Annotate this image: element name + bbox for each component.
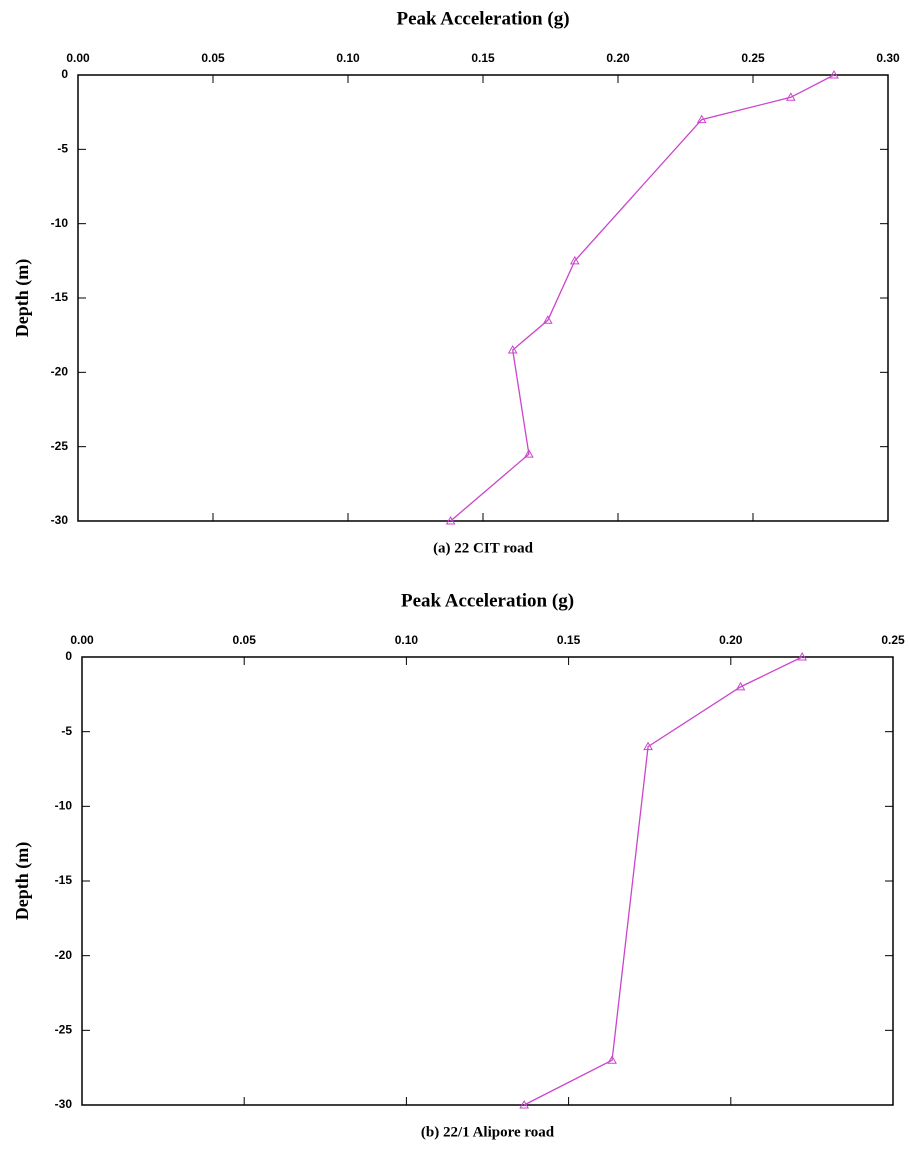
marker — [569, 255, 580, 265]
y-tick-label: -15 — [55, 873, 73, 887]
y-axis-title: Depth (m) — [12, 842, 33, 921]
x-tick-label: 0.30 — [876, 51, 900, 65]
marker — [542, 315, 553, 324]
marker — [524, 449, 534, 458]
x-tick-label: 0.00 — [66, 51, 90, 65]
x-axis-title: Peak Acceleration (g) — [401, 590, 574, 611]
x-tick-label: 0.20 — [606, 51, 630, 65]
caption: (b) 22/1 Alipore road — [421, 1124, 555, 1140]
marker — [797, 651, 808, 661]
x-axis-title: Peak Acceleration (g) — [396, 8, 569, 29]
x-tick-label: 0.00 — [70, 633, 94, 647]
x-tick-label: 0.20 — [719, 633, 743, 647]
y-tick-label: 0 — [65, 649, 72, 663]
data-line — [450, 74, 835, 522]
y-tick-label: -20 — [51, 365, 69, 379]
y-axis-title: Depth (m) — [12, 259, 33, 338]
y-tick-label: -20 — [55, 948, 73, 962]
marker — [785, 92, 796, 101]
x-tick-label: 0.05 — [201, 51, 225, 65]
marker — [643, 741, 653, 751]
data-line — [523, 656, 803, 1106]
marker — [696, 114, 707, 124]
plot-frame — [81, 656, 894, 1106]
caption: (a) 22 CIT road — [433, 540, 534, 556]
x-tick-label: 0.10 — [336, 51, 360, 65]
x-tick-label: 0.15 — [471, 51, 495, 65]
marker — [507, 345, 518, 354]
x-tick-label: 0.25 — [741, 51, 765, 65]
y-tick-label: -30 — [55, 1097, 73, 1111]
marker — [519, 1099, 530, 1109]
plot-frame — [77, 74, 889, 522]
y-tick-label: -5 — [57, 142, 68, 156]
y-tick-label: 0 — [61, 67, 68, 81]
x-tick-label: 0.10 — [395, 633, 419, 647]
marker — [829, 69, 839, 79]
y-tick-label: -25 — [55, 1023, 73, 1037]
y-tick-label: -25 — [51, 439, 69, 453]
x-tick-label: 0.25 — [881, 633, 905, 647]
marker — [735, 681, 746, 691]
marker — [445, 515, 456, 525]
y-tick-label: -5 — [61, 724, 72, 738]
y-tick-label: -10 — [55, 799, 73, 813]
y-tick-label: -15 — [51, 290, 69, 304]
x-tick-label: 0.05 — [233, 633, 257, 647]
y-tick-label: -10 — [51, 216, 69, 230]
x-tick-label: 0.15 — [557, 633, 581, 647]
y-tick-label: -30 — [51, 513, 69, 527]
marker — [607, 1055, 617, 1064]
